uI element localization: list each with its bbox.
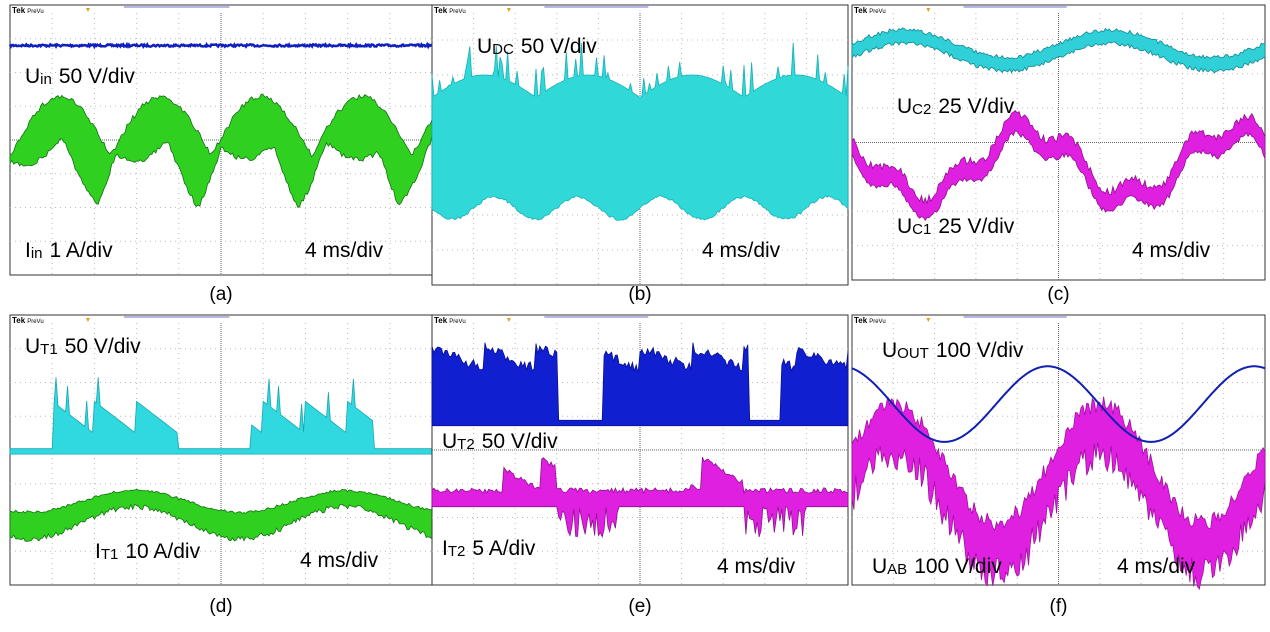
mode: PreVu — [27, 9, 43, 15]
channel-subscript: DC — [492, 41, 514, 58]
channel-symbol: U — [25, 335, 40, 358]
mode: PreVu — [449, 9, 465, 15]
panel-caption: (d) — [209, 596, 232, 617]
mode: PreVu — [449, 319, 465, 325]
brand: Tek — [12, 316, 26, 325]
channel-symbol: U — [25, 65, 40, 88]
channel-scale: 25 V/div — [938, 95, 1014, 118]
channel-scale: 50 V/div — [521, 35, 597, 58]
channel-symbol: U — [872, 555, 887, 578]
channel-symbol: U — [477, 35, 492, 58]
mode: PreVu — [869, 319, 885, 325]
channel-subscript: AB — [887, 561, 907, 578]
channel-scale: 50 V/div — [65, 335, 141, 358]
channel-symbol: U — [897, 95, 912, 118]
channel-symbol: U — [442, 430, 457, 453]
channel-scale: 50 V/div — [59, 65, 135, 88]
channel-scale: 100 V/div — [914, 555, 1002, 578]
panel-caption: (b) — [628, 284, 651, 305]
waveform — [10, 44, 432, 46]
channel-scale: 100 V/div — [936, 339, 1024, 362]
channel-scale: 5 A/div — [472, 537, 536, 560]
channel-subscript: T2 — [448, 543, 466, 560]
channel-scale: 1 A/div — [50, 239, 114, 262]
brand: Tek — [854, 316, 868, 325]
brand: Tek — [434, 6, 448, 15]
timebase: 4 ms/div — [305, 239, 384, 262]
timebase: 4 ms/div — [717, 555, 796, 578]
channel-symbol: U — [882, 339, 897, 362]
channel-subscript: T1 — [101, 546, 119, 563]
channel-scale: 50 V/div — [482, 430, 558, 453]
panel-caption: (e) — [628, 596, 651, 617]
timebase: 4 ms/div — [702, 239, 781, 262]
channel-subscript: C2 — [912, 101, 931, 118]
panel-caption: (c) — [1047, 284, 1069, 305]
timebase: 4 ms/div — [1117, 555, 1196, 578]
channel-subscript: OUT — [897, 345, 929, 362]
brand: Tek — [12, 6, 26, 15]
channel-scale: 10 A/div — [125, 540, 200, 563]
channel-subscript: in — [40, 71, 52, 88]
channel-subscript: C1 — [912, 221, 931, 238]
panel-caption: (a) — [209, 284, 232, 305]
figure: TekPreVuUin50 V/divIin1 A/div4 ms/div(a)… — [0, 0, 1270, 632]
channel-symbol: U — [897, 215, 912, 238]
mode: PreVu — [869, 9, 885, 15]
channel-subscript: T2 — [457, 436, 475, 453]
brand: Tek — [854, 6, 868, 15]
timebase: 4 ms/div — [1132, 239, 1211, 262]
timebase: 4 ms/div — [300, 549, 379, 572]
brand: Tek — [434, 316, 448, 325]
channel-subscript: in — [31, 245, 43, 262]
mode: PreVu — [27, 319, 43, 325]
panel-caption: (f) — [1050, 596, 1068, 617]
channel-scale: 25 V/div — [938, 215, 1014, 238]
channel-subscript: T1 — [40, 341, 58, 358]
